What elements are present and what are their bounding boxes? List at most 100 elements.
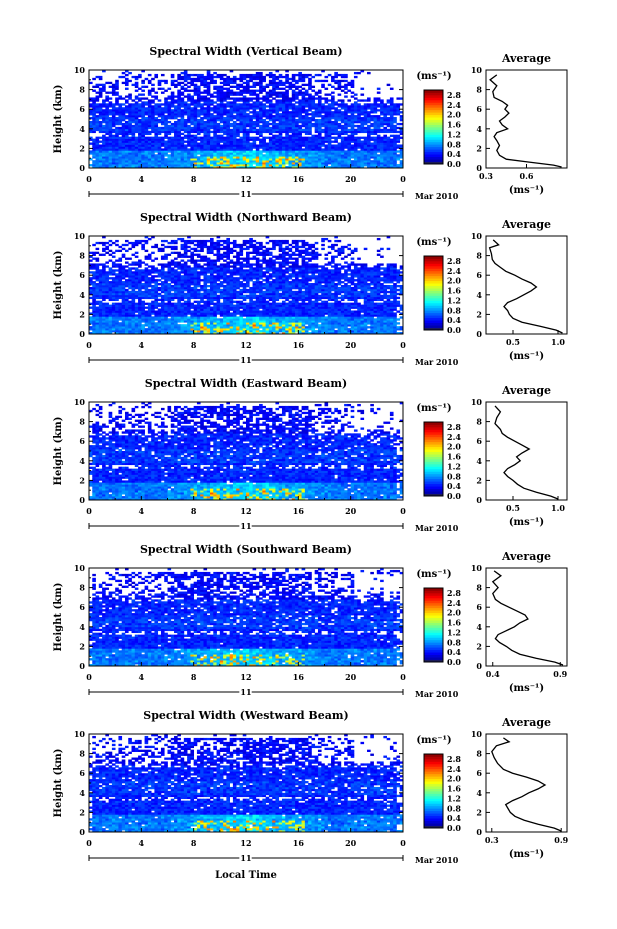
heatmap-cell — [203, 142, 208, 145]
heatmap-cell — [160, 154, 165, 157]
heatmap-cell — [118, 146, 123, 149]
heatmap-cell — [196, 166, 201, 169]
heatmap-cell — [164, 142, 168, 145]
heatmap-cell — [167, 160, 172, 163]
heatmap-cell — [193, 247, 198, 251]
heatmap-cell — [131, 261, 136, 264]
colorbar-swatch — [424, 156, 443, 160]
heatmap-cell — [206, 73, 211, 77]
heatmap-cell — [265, 166, 270, 169]
heatmap-cell — [154, 160, 159, 163]
heatmap-cell — [98, 140, 103, 143]
heatmap-cell — [239, 138, 244, 141]
heatmap-cell — [108, 111, 113, 114]
heatmap-cell — [157, 128, 162, 132]
heatmap-cell — [138, 142, 142, 145]
heatmap-cell — [105, 117, 109, 120]
heatmap-cell — [200, 166, 204, 169]
heatmap-cell — [255, 81, 260, 85]
heatmap-cell — [108, 97, 113, 100]
heatmap-cell — [147, 103, 152, 106]
heatmap-cell — [255, 97, 260, 100]
heatmap-cell — [95, 120, 100, 124]
heatmap-cell — [95, 124, 100, 128]
heatmap-cell — [157, 152, 162, 155]
heatmap-cell — [288, 134, 293, 137]
heatmap-cell — [115, 85, 119, 88]
heatmap-cell — [111, 128, 116, 132]
heatmap-cell — [131, 134, 136, 137]
heatmap-cell — [265, 124, 270, 128]
heatmap-cell — [183, 71, 188, 75]
heatmap-cell — [249, 138, 253, 141]
heatmap-cell — [89, 251, 93, 254]
heatmap-cell — [170, 75, 175, 79]
heatmap-cell — [226, 81, 230, 85]
heatmap-cell — [200, 81, 204, 85]
heatmap-cell — [370, 128, 374, 132]
heatmap-cell — [190, 128, 195, 132]
heatmap-cell — [193, 93, 198, 96]
heatmap-cell — [190, 95, 195, 98]
heatmap-cell — [200, 124, 204, 128]
heatmap-cell — [223, 111, 227, 114]
heatmap-cell — [144, 132, 149, 136]
heatmap-cell — [180, 75, 185, 79]
heatmap-cell — [141, 136, 145, 139]
heatmap-cell — [255, 154, 260, 157]
heatmap-cell — [124, 105, 129, 108]
heatmap-cell — [249, 122, 253, 126]
heatmap-cell — [121, 164, 126, 167]
heatmap-cell — [236, 99, 240, 102]
heatmap-cell — [304, 109, 309, 112]
heatmap-cell — [115, 91, 119, 94]
heatmap-cell — [174, 166, 178, 169]
heatmap-cell — [236, 144, 240, 147]
heatmap-cell — [144, 113, 149, 116]
heatmap-cell — [288, 77, 293, 81]
heatmap-cell — [213, 140, 217, 143]
heatmap-cell — [124, 120, 129, 124]
heatmap-cell — [216, 144, 221, 147]
heatmap-cell — [229, 142, 234, 145]
panel-title: Spectral Width (Vertical Beam) — [149, 45, 342, 58]
heatmap-cell — [95, 97, 100, 100]
heatmap-cell — [118, 158, 123, 161]
heatmap-cell — [170, 142, 175, 145]
heatmap-cell — [206, 132, 211, 136]
heatmap-cell — [167, 245, 172, 249]
heatmap-cell — [174, 85, 178, 88]
heatmap-cell — [239, 115, 244, 118]
heatmap-cell — [242, 91, 247, 94]
heatmap-cell — [298, 71, 302, 75]
heatmap-cell — [108, 259, 113, 262]
heatmap-cell — [259, 119, 263, 122]
heatmap-cell — [259, 158, 263, 161]
date-label: Mar 2010 — [415, 191, 459, 201]
heatmap-cell — [246, 113, 250, 116]
heatmap-cell — [183, 261, 188, 264]
heatmap-cell — [164, 134, 168, 137]
heatmap-cell — [213, 120, 217, 124]
heatmap-cell — [102, 120, 106, 124]
heatmap-cell — [206, 77, 211, 81]
heatmap-cell — [157, 142, 162, 145]
heatmap-cell — [252, 105, 257, 108]
heatmap-cell — [213, 122, 217, 126]
heatmap-cell — [246, 152, 250, 155]
heatmap-cell — [154, 140, 159, 143]
heatmap-cell — [174, 144, 178, 147]
heatmap-cell — [213, 117, 217, 120]
heatmap-cell — [196, 271, 201, 274]
heatmap-cell — [183, 292, 188, 296]
heatmap-cell — [193, 79, 198, 83]
heatmap-cell — [262, 97, 266, 100]
heatmap-cell — [246, 158, 250, 161]
heatmap-cell — [105, 302, 109, 305]
heatmap-cell — [229, 144, 234, 147]
heatmap-cell — [115, 154, 119, 157]
heatmap-cell — [216, 134, 221, 137]
heatmap-cell — [147, 162, 152, 165]
heatmap-cell — [206, 97, 211, 100]
heatmap-cell — [353, 97, 358, 100]
